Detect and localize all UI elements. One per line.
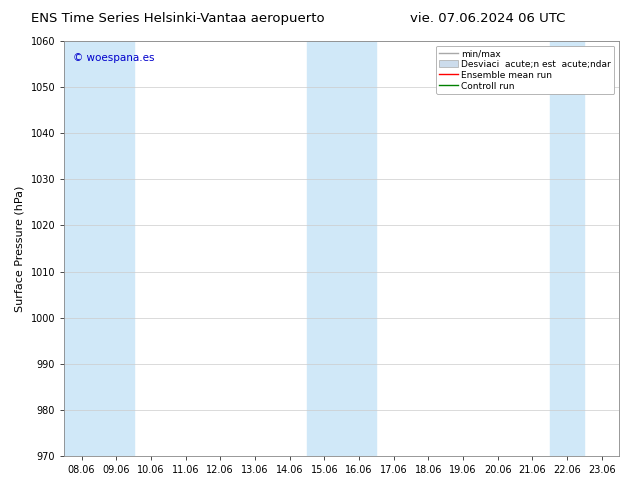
Bar (64, 41, 134, 456)
Bar (307, 41, 376, 456)
Bar (550, 41, 585, 456)
Y-axis label: Surface Pressure (hPa): Surface Pressure (hPa) (15, 185, 25, 312)
Text: vie. 07.06.2024 06 UTC: vie. 07.06.2024 06 UTC (410, 12, 566, 25)
Legend: min/max, Desviaci  acute;n est  acute;ndar, Ensemble mean run, Controll run: min/max, Desviaci acute;n est acute;ndar… (436, 46, 614, 94)
Text: © woespana.es: © woespana.es (72, 53, 154, 64)
Text: ENS Time Series Helsinki-Vantaa aeropuerto: ENS Time Series Helsinki-Vantaa aeropuer… (30, 12, 325, 25)
